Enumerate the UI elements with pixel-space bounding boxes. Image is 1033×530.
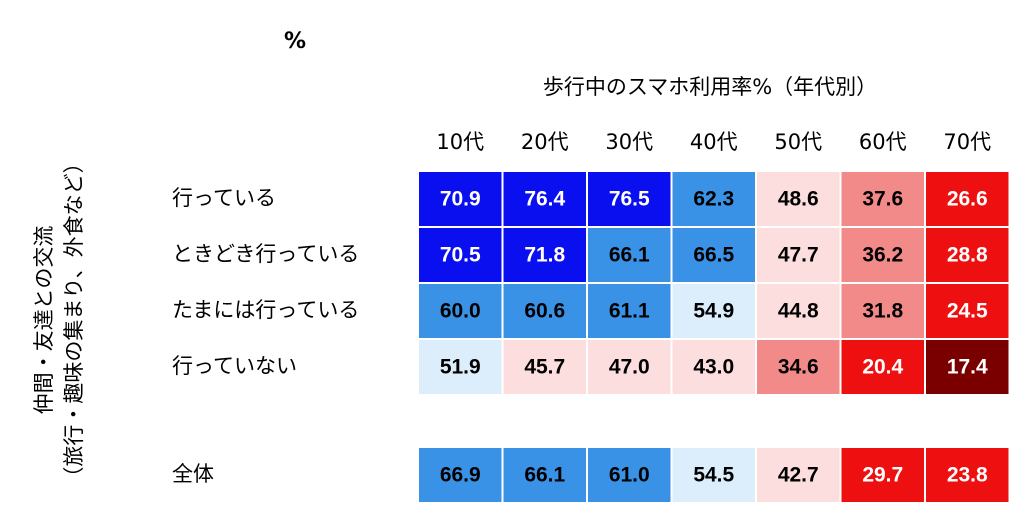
cell-value: 51.9: [440, 356, 481, 379]
row-label: 行っている: [172, 186, 276, 210]
side-label: 仲間・友達との交流 （旅行・趣味の集まり、外食など）: [32, 152, 86, 487]
cell-bg: [588, 448, 671, 502]
cell-bg: [419, 284, 502, 338]
cell-bg: [672, 448, 755, 502]
cell-value: 62.3: [693, 188, 734, 211]
cell-bg: [419, 228, 502, 282]
cell-value: 61.0: [609, 464, 650, 487]
cell-bg: [926, 448, 1009, 502]
cell-bg: [757, 228, 840, 282]
row-label: 全体: [172, 462, 214, 486]
side-label-line: （旅行・趣味の集まり、外食など）: [62, 152, 86, 487]
cell-bg: [588, 172, 671, 226]
cell-bg: [926, 340, 1009, 394]
column-header: 30代: [605, 130, 653, 154]
cell-bg: [503, 284, 586, 338]
cell-value: 36.2: [862, 244, 903, 267]
cell-value: 24.5: [947, 300, 988, 323]
cell-value: 66.9: [440, 464, 481, 487]
cell-value: 66.1: [524, 464, 565, 487]
table-title: 歩行中のスマホ利用率%（年代別）: [543, 75, 877, 99]
cell-value: 26.6: [947, 188, 988, 211]
cell-value: 66.1: [609, 244, 650, 267]
cell-bg: [588, 284, 671, 338]
cell-bg: [503, 172, 586, 226]
cell-value: 37.6: [862, 188, 903, 211]
column-header: 60代: [859, 130, 907, 154]
unit-label: %: [284, 29, 306, 54]
cell-value: 60.6: [524, 300, 565, 323]
column-header: 50代: [774, 130, 822, 154]
cell-value: 71.8: [524, 244, 565, 267]
cell-bg: [926, 284, 1009, 338]
cell-bg: [841, 340, 924, 394]
cell-value: 44.8: [778, 300, 819, 323]
cell-bg: [672, 228, 755, 282]
cell-bg: [926, 228, 1009, 282]
cell-bg: [672, 284, 755, 338]
cell-bg: [757, 448, 840, 502]
row-label: ときどき行っている: [172, 242, 359, 266]
cell-value: 54.9: [693, 300, 734, 323]
cell-value: 47.0: [609, 356, 650, 379]
cell-value: 20.4: [862, 356, 903, 379]
row-label: たまには行っている: [172, 298, 359, 322]
cell-bg: [419, 340, 502, 394]
cell-value: 29.7: [862, 464, 903, 487]
cell-bg: [757, 284, 840, 338]
cell-value: 70.9: [440, 188, 481, 211]
column-header: 10代: [436, 130, 484, 154]
cell-bg: [503, 340, 586, 394]
cell-bg: [757, 340, 840, 394]
cell-value: 45.7: [524, 356, 565, 379]
cell-bg: [588, 228, 671, 282]
cell-bg: [503, 228, 586, 282]
cell-bg: [841, 228, 924, 282]
cell-value: 43.0: [693, 356, 734, 379]
cell-bg: [841, 284, 924, 338]
cell-value: 76.4: [524, 188, 565, 211]
cell-bg: [926, 172, 1009, 226]
column-header: 40代: [690, 130, 738, 154]
cell-bg: [672, 340, 755, 394]
cell-value: 60.0: [440, 300, 481, 323]
cell-bg: [503, 448, 586, 502]
cell-bg: [419, 172, 502, 226]
cell-value: 61.1: [609, 300, 650, 323]
cell-value: 17.4: [947, 356, 988, 379]
cell-value: 47.7: [778, 244, 819, 267]
cell-value: 42.7: [778, 464, 819, 487]
cell-bg: [588, 340, 671, 394]
cell-bg: [841, 448, 924, 502]
cell-value: 23.8: [947, 464, 988, 487]
cell-value: 66.5: [693, 244, 734, 267]
side-label-line: 仲間・友達との交流: [32, 226, 56, 415]
cell-value: 70.5: [440, 244, 481, 267]
column-header: 20代: [521, 130, 569, 154]
column-header: 70代: [943, 130, 991, 154]
row-label: 行っていない: [172, 354, 297, 378]
cell-value: 48.6: [778, 188, 819, 211]
cell-value: 34.6: [778, 356, 819, 379]
cell-value: 76.5: [609, 188, 650, 211]
cell-bg: [841, 172, 924, 226]
cell-bg: [757, 172, 840, 226]
cell-value: 54.5: [693, 464, 734, 487]
cell-value: 31.8: [862, 300, 903, 323]
cell-value: 28.8: [947, 244, 988, 267]
cell-bg: [419, 448, 502, 502]
cell-bg: [672, 172, 755, 226]
